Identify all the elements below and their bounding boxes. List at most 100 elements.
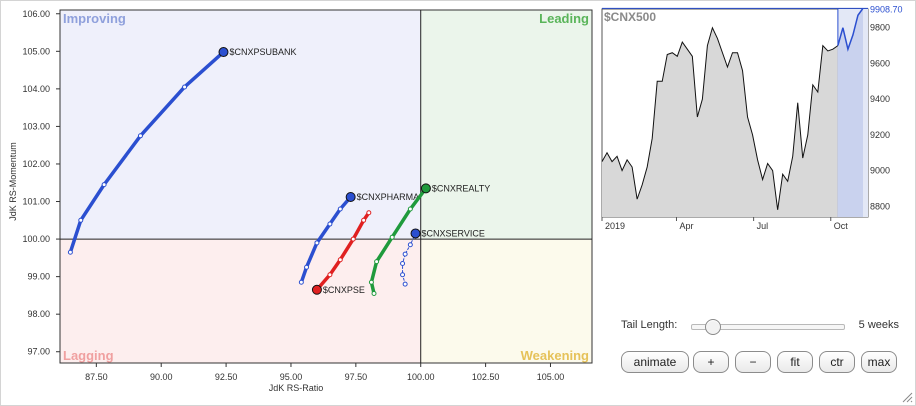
tail-length-value: 5 weeks bbox=[858, 319, 899, 331]
series-label: $CNXREALTY bbox=[432, 183, 490, 193]
tail-point bbox=[374, 259, 380, 265]
x-tick-label: 92.50 bbox=[215, 372, 238, 382]
tail-point bbox=[101, 182, 107, 188]
plot-frame bbox=[59, 9, 593, 364]
tail-point bbox=[361, 217, 367, 223]
tail-point bbox=[78, 217, 84, 223]
quadrant-label-lagging: Lagging bbox=[63, 348, 114, 363]
tail-point bbox=[327, 221, 333, 227]
head-point bbox=[410, 228, 421, 239]
head-point bbox=[420, 183, 431, 194]
mini-highlight-area bbox=[837, 8, 863, 217]
tail-point bbox=[400, 272, 406, 278]
tail-point bbox=[368, 279, 374, 285]
y-tick-label: 106.00 bbox=[22, 9, 50, 19]
zoom-out-button[interactable]: − bbox=[735, 351, 771, 373]
head-point bbox=[311, 284, 322, 295]
tail-point bbox=[402, 251, 408, 257]
tail-point bbox=[366, 210, 372, 216]
mini-area bbox=[602, 27, 838, 217]
tail-point bbox=[304, 264, 310, 270]
tail-point bbox=[327, 272, 333, 278]
mini-chart-title: $CNX500 bbox=[604, 10, 656, 24]
x-axis-label: JdK RS-Ratio bbox=[269, 383, 324, 393]
mini-x-tick-label: 2019 bbox=[605, 221, 625, 231]
center-button[interactable]: ctr bbox=[819, 351, 855, 373]
y-tick-label: 105.00 bbox=[22, 46, 50, 56]
tail-point bbox=[407, 242, 413, 248]
tail-point bbox=[350, 236, 356, 242]
mini-y-tick-label: 8800 bbox=[870, 201, 890, 211]
quadrant-lagging bbox=[60, 239, 421, 363]
series-cnxpse: $CNXPSE bbox=[311, 210, 372, 295]
x-tick-label: 95.00 bbox=[280, 372, 303, 382]
tail-length-slider-thumb[interactable] bbox=[704, 319, 721, 335]
x-tick-label: 97.50 bbox=[345, 372, 368, 382]
mini-y-tick-label: 9400 bbox=[870, 94, 890, 104]
mini-x-tick-label: Oct bbox=[834, 221, 849, 231]
series-cnxrealty: $CNXREALTY bbox=[368, 183, 490, 297]
tail-line bbox=[68, 50, 226, 254]
quadrant-label-weakening: Weakening bbox=[521, 348, 589, 363]
y-tick-label: 104.00 bbox=[22, 84, 50, 94]
resize-grip-icon[interactable] bbox=[901, 391, 913, 403]
head-point bbox=[218, 47, 229, 58]
tail-point bbox=[137, 133, 143, 139]
series-cnxpsubank: $CNXPSUBANK bbox=[67, 47, 297, 255]
tail-point bbox=[402, 281, 408, 287]
tail-point bbox=[400, 260, 406, 266]
tail-point bbox=[67, 249, 73, 255]
series-label: $CNXPSE bbox=[323, 285, 365, 295]
series-label: $CNXPSUBANK bbox=[229, 47, 296, 57]
quadrant-label-improving: Improving bbox=[63, 11, 126, 26]
quadrant-improving bbox=[60, 10, 421, 240]
y-tick-label: 103.00 bbox=[22, 121, 50, 131]
mini-x-tick-label: Jul bbox=[757, 221, 769, 231]
series-label: $CNXSERVICE bbox=[422, 228, 485, 238]
tail-length-slider[interactable] bbox=[691, 319, 845, 335]
y-tick-label: 101.00 bbox=[22, 197, 50, 207]
series-cnxservice: $CNXSERVICE bbox=[400, 228, 485, 287]
x-tick-label: 90.00 bbox=[150, 372, 173, 382]
quadrant-label-leading: Leading bbox=[539, 11, 589, 26]
max-button[interactable]: max bbox=[861, 351, 897, 373]
y-axis-label: JdK RS-Momentum bbox=[8, 142, 18, 221]
y-tick-label: 102.00 bbox=[22, 159, 50, 169]
head-point bbox=[345, 192, 356, 203]
x-tick-label: 100.00 bbox=[407, 372, 435, 382]
mini-y-tick-label: 9000 bbox=[870, 166, 890, 176]
tail-point bbox=[337, 257, 343, 263]
tail-point bbox=[407, 206, 413, 212]
x-tick-label: 102.50 bbox=[472, 372, 500, 382]
tail-point bbox=[298, 279, 304, 285]
mini-highlight-line bbox=[837, 7, 864, 52]
y-tick-label: 100.00 bbox=[22, 234, 50, 244]
index-mini-chart: 9908.70 8800 9000 9200 9400 9600 9800 2019 Apr Ju… bbox=[601, 5, 903, 231]
fit-button[interactable]: fit bbox=[777, 351, 813, 373]
tail-line bbox=[299, 195, 353, 285]
mini-y-tick-label: 9200 bbox=[870, 130, 890, 140]
rrg-chart: Improving Leading Lagging Weakening 87.50 90.… bbox=[8, 9, 593, 393]
tail-point bbox=[337, 206, 343, 212]
series-label: $CNXPHARMA bbox=[357, 192, 420, 202]
quadrant-weakening bbox=[420, 239, 592, 363]
tail-length-label: Tail Length: bbox=[621, 319, 678, 331]
mini-y-tick-label: 9800 bbox=[870, 23, 890, 33]
animate-button[interactable]: animate bbox=[621, 351, 689, 373]
series-cnxpharma: $CNXPHARMA bbox=[298, 192, 420, 285]
tail-point bbox=[182, 84, 188, 90]
tail-point bbox=[371, 291, 377, 297]
tail-length-control: Tail Length: 5 weeks bbox=[621, 317, 901, 335]
mini-x-tick-label: Apr bbox=[679, 221, 693, 231]
tail-point bbox=[389, 234, 395, 240]
x-tick-label: 87.50 bbox=[85, 372, 108, 382]
mini-line bbox=[601, 26, 839, 210]
zoom-in-button[interactable]: + bbox=[693, 351, 729, 373]
tail-point bbox=[314, 240, 320, 246]
y-tick-label: 97.00 bbox=[27, 347, 50, 357]
y-tick-label: 98.00 bbox=[27, 309, 50, 319]
mini-y-tick-label: 9600 bbox=[870, 58, 890, 68]
quadrant-leading bbox=[420, 10, 592, 240]
x-tick-label: 105.00 bbox=[537, 372, 565, 382]
